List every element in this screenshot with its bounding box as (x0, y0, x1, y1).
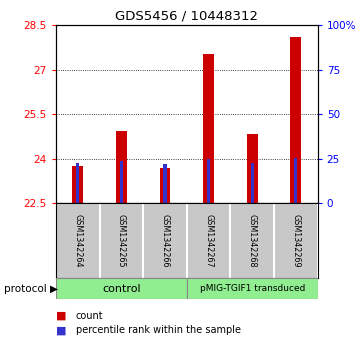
Text: ■: ■ (56, 311, 66, 321)
Text: pMIG-TGIF1 transduced: pMIG-TGIF1 transduced (200, 284, 305, 293)
Text: GSM1342268: GSM1342268 (248, 214, 257, 267)
Text: GSM1342264: GSM1342264 (73, 214, 82, 267)
Bar (247, 134, 258, 203)
Bar (116, 131, 127, 203)
Text: count: count (76, 311, 104, 321)
Bar (76, 163, 79, 203)
Title: GDS5456 / 10448312: GDS5456 / 10448312 (115, 10, 258, 23)
Text: control: control (102, 284, 141, 294)
Bar (187, 278, 318, 299)
Bar (207, 159, 210, 203)
Text: ■: ■ (56, 325, 66, 335)
Text: percentile rank within the sample: percentile rank within the sample (76, 325, 241, 335)
Bar (164, 164, 166, 203)
Bar (203, 54, 214, 203)
Text: GSM1342265: GSM1342265 (117, 214, 126, 267)
Text: GSM1342267: GSM1342267 (204, 214, 213, 267)
Bar (120, 161, 123, 203)
Bar (251, 163, 254, 203)
Text: GSM1342266: GSM1342266 (161, 214, 170, 267)
Bar (160, 168, 170, 203)
Text: protocol ▶: protocol ▶ (4, 284, 58, 294)
Text: GSM1342269: GSM1342269 (291, 214, 300, 267)
Bar (294, 158, 297, 203)
Bar (56, 278, 187, 299)
Bar (72, 166, 83, 203)
Bar (290, 37, 301, 203)
